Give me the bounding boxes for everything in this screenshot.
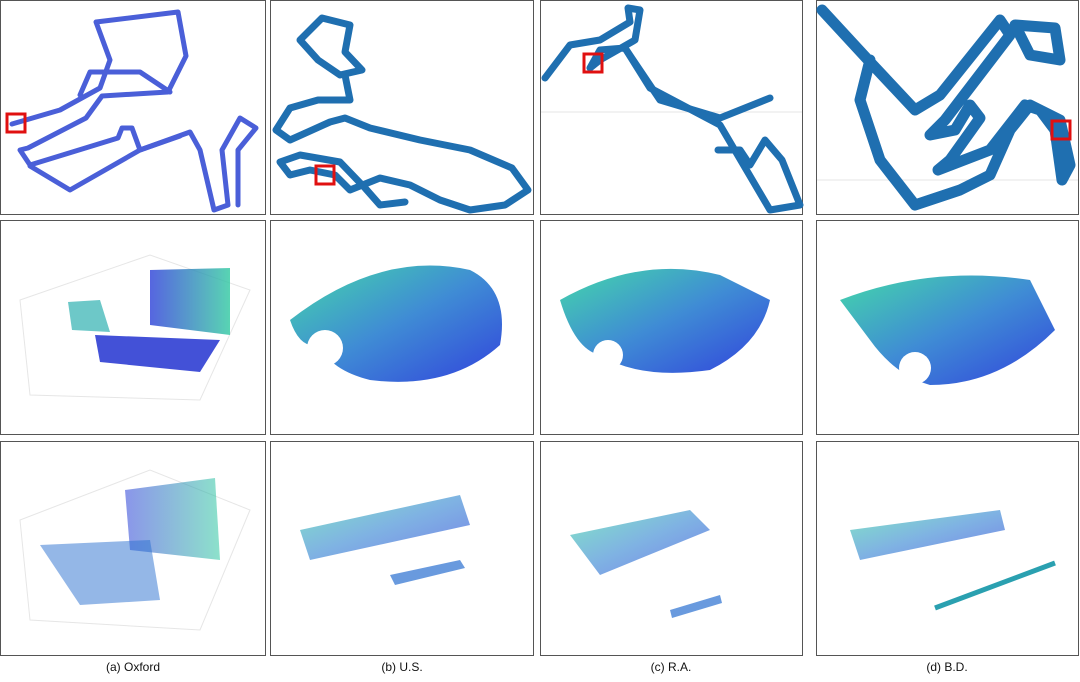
trajectory (621, 44, 804, 214)
point-cloud (570, 510, 710, 575)
panel-frame (270, 0, 534, 215)
trajectory (27, 133, 183, 193)
point-cloud (150, 268, 230, 335)
blind-spot (307, 330, 343, 366)
trajectory (1009, 19, 1066, 66)
region-marker (582, 52, 604, 74)
axis-box (19, 254, 251, 401)
blind-spot (899, 352, 931, 384)
point-cloud (125, 478, 220, 560)
region-marker (1050, 119, 1072, 141)
point-cloud (390, 560, 465, 585)
trajectory (77, 69, 173, 98)
trajectory-row (0, 0, 1079, 215)
panel-frame (540, 441, 803, 656)
caption: (a) Oxford (106, 660, 160, 674)
blind-spot (593, 340, 623, 370)
caption: (b) U.S. (381, 660, 422, 674)
panel-frame (816, 441, 1079, 656)
dense-cloud-row (0, 220, 1079, 435)
region-marker (5, 112, 27, 134)
trajectory (9, 9, 259, 213)
point-cloud (68, 300, 110, 332)
panel-frame (0, 0, 266, 215)
panel-frame (540, 0, 803, 215)
point-cloud (40, 540, 160, 605)
sparse-cloud-row (0, 441, 1079, 656)
point-cloud (300, 495, 470, 560)
point-cloud (95, 335, 220, 372)
caption: (d) B.D. (926, 660, 967, 674)
region-marker (314, 164, 336, 186)
axis-box (19, 469, 251, 631)
point-cloud (850, 510, 1005, 560)
point-cloud (290, 265, 502, 382)
trajectory (296, 14, 366, 79)
trajectory (272, 71, 532, 214)
trajectory (816, 4, 1076, 211)
caption: (c) R.A. (651, 660, 692, 674)
point-cloud (934, 560, 1056, 611)
point-cloud (670, 595, 722, 618)
point-cloud (840, 275, 1055, 385)
